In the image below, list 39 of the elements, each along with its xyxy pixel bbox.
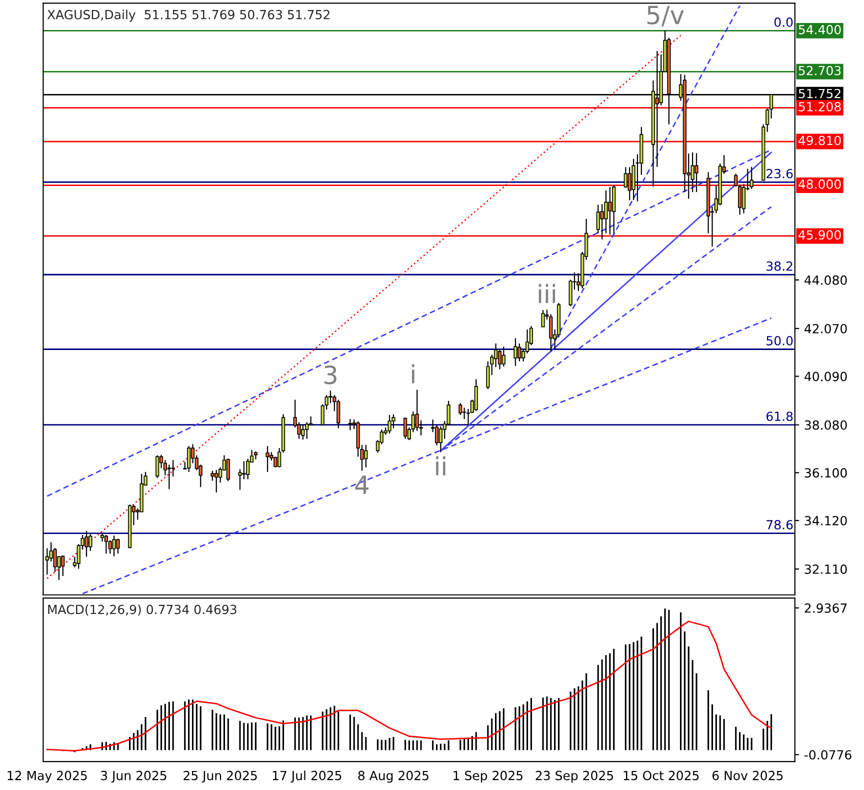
annotation: i (412, 364, 414, 384)
ref-line-label: 51.752 (798, 88, 840, 98)
y-tick-label: 34.120 (804, 516, 847, 526)
annotation: 38.2 (766, 261, 792, 271)
y-tick-label: 36.100 (804, 468, 847, 478)
y-tick-label: 44.080 (804, 275, 847, 285)
annotation: 50.0 (766, 336, 793, 346)
ref-line-label: 49.810 (798, 136, 841, 146)
ref-line-label: 45.900 (798, 230, 841, 240)
annotation: 4 (355, 476, 369, 494)
x-tick-label: 8 Aug 2025 (358, 770, 428, 783)
annotation: 3 (324, 365, 336, 384)
x-tick-label: 1 Sep 2025 (454, 770, 522, 783)
annotation: 61.8 (766, 412, 793, 422)
chart-title: MACD(12,26,9) 0.7734 0.4693 (48, 604, 236, 616)
y-tick-label: 42.070 (804, 324, 847, 334)
ref-line-label: 54.400 (798, 24, 841, 34)
y-tick-label: -0.0776 (804, 750, 852, 760)
x-tick-label: 23 Sep 2025 (536, 770, 614, 783)
y-tick-label: 38.080 (804, 420, 847, 430)
x-tick-label: 12 May 2025 (8, 770, 87, 783)
annotation: 78.6 (766, 520, 793, 530)
annotation: 23.6 (766, 168, 793, 178)
y-tick-label: 40.090 (804, 372, 847, 382)
annotation: 5/v (647, 6, 684, 26)
y-tick-label: 32.110 (804, 564, 847, 574)
x-tick-label: 25 Jun 2025 (184, 770, 257, 783)
ref-line-label: 48.000 (798, 179, 841, 189)
ref-line-label: 52.703 (798, 66, 841, 76)
x-tick-label: 6 Nov 2025 (712, 770, 783, 780)
annotation: iii (538, 284, 556, 304)
x-tick-label: 3 Jun 2025 (101, 770, 166, 783)
y-tick-label: 2.9367 (804, 603, 847, 613)
x-tick-label: 15 Oct 2025 (624, 770, 699, 780)
annotation: ii (436, 456, 446, 476)
text: XAGUSD,Daily 51.155 51.769 50.763 51.752 (47, 10, 330, 22)
x-tick-label: 17 Jul 2025 (272, 770, 342, 783)
annotation: 0.0 (774, 17, 793, 27)
ref-line-label: 51.208 (798, 102, 841, 112)
